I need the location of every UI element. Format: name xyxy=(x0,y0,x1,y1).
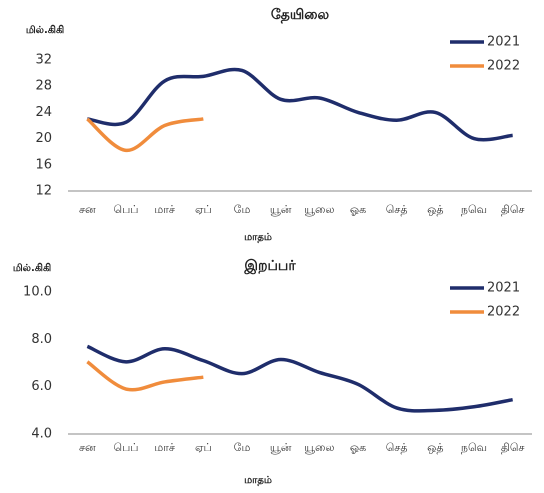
x-tick-label: நவெ xyxy=(461,441,487,454)
legend-label: 2021 xyxy=(487,281,520,296)
x-tick-label: திசெ xyxy=(501,203,525,216)
x-tick-label: ஓக xyxy=(350,203,366,216)
x-tick-label: ஓக xyxy=(350,441,366,454)
chart-title: இறப்பர் xyxy=(243,258,296,274)
x-tick-label: யூலை xyxy=(304,441,334,454)
x-tick-label: மே xyxy=(234,203,251,216)
legend-label: 2022 xyxy=(487,59,520,74)
x-tick-label: ஒத் xyxy=(427,441,443,454)
y-tick-label: 8.0 xyxy=(31,332,52,347)
x-tick-label: சன xyxy=(79,203,96,216)
x-tick-label: நவெ xyxy=(461,203,487,216)
y-tick-label: 20 xyxy=(35,131,52,146)
x-tick-label: ஏப் xyxy=(195,203,212,216)
x-tick-label: ஒத் xyxy=(427,203,443,216)
legend-label: 2021 xyxy=(487,35,520,50)
chart-title: தேயிலை xyxy=(271,7,330,24)
line-series xyxy=(86,344,513,413)
y-tick-label: 12 xyxy=(35,184,52,199)
line-series xyxy=(86,117,204,153)
y-tick-label: 4.0 xyxy=(31,427,52,442)
x-tick-label: மாச் xyxy=(154,441,175,454)
y-tick-label: 16 xyxy=(35,157,52,172)
x-axis-label: மாதம் xyxy=(244,475,272,486)
y-tick-label: 32 xyxy=(35,53,52,68)
x-tick-label: யூன் xyxy=(270,203,292,216)
legend-label: 2022 xyxy=(487,305,520,320)
y-axis-label: மில்.கிகி xyxy=(26,24,64,36)
y-tick-label: 10.0 xyxy=(23,285,52,300)
y-tick-label: 6.0 xyxy=(31,379,52,394)
x-axis-label: மாதம் xyxy=(244,232,272,243)
x-tick-label: பெப் xyxy=(114,203,139,216)
x-tick-label: செத் xyxy=(386,203,408,216)
x-tick-label: செத் xyxy=(386,441,408,454)
line-series xyxy=(87,67,513,142)
x-tick-label: ஏப் xyxy=(195,441,212,454)
x-tick-label: மே xyxy=(234,441,251,454)
x-tick-label: யூலை xyxy=(304,203,334,216)
x-tick-label: யூன் xyxy=(270,441,292,454)
line-series xyxy=(86,360,204,392)
y-tick-label: 28 xyxy=(35,79,52,94)
x-tick-label: மாச் xyxy=(154,203,175,216)
y-tick-label: 24 xyxy=(35,105,52,120)
y-axis-label: மில்.கிகி xyxy=(13,262,51,274)
x-tick-label: சன xyxy=(79,441,96,454)
x-tick-label: திசெ xyxy=(501,441,525,454)
x-tick-label: பெப் xyxy=(114,441,139,454)
